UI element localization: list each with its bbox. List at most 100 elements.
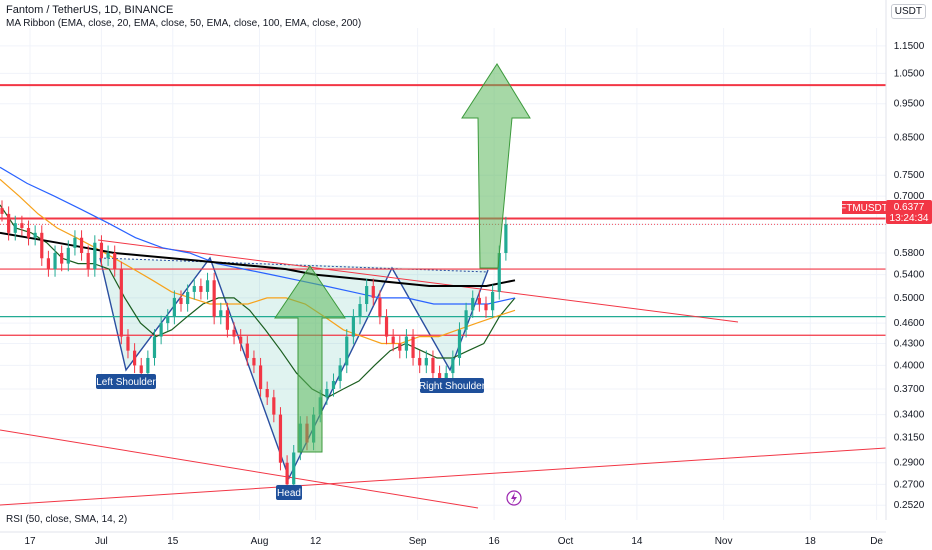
price-axis-labels: 1.1500 1.0500 0.9500 0.8500 0.7500 0.7000 0.58…	[894, 41, 925, 511]
time-tick-label: 14	[631, 536, 643, 547]
label-right-shoulder: Right Shoulder	[419, 378, 486, 393]
price-tick-label: 0.4300	[894, 339, 925, 350]
candle-body	[504, 224, 508, 253]
pattern-outline	[99, 256, 489, 480]
candle-body	[113, 252, 117, 270]
candle-body	[245, 343, 249, 358]
ema200-line	[0, 231, 516, 287]
lightning-icon[interactable]	[506, 490, 522, 506]
price-tick-label: 0.3700	[894, 384, 925, 395]
candle-body	[331, 380, 336, 390]
candle-body	[384, 316, 389, 337]
arrow-up-large	[461, 63, 531, 269]
candle-body	[139, 365, 143, 374]
price-tick-label: 0.5800	[894, 248, 925, 259]
candle-body	[66, 247, 70, 264]
svg-text:Right Shoulder: Right Shoulder	[419, 381, 486, 392]
time-tick-label: Sep	[409, 536, 427, 547]
candle-body	[424, 357, 428, 366]
candle-body	[212, 280, 216, 317]
price-tick-label: 0.5400	[894, 270, 925, 281]
candle-body	[345, 336, 349, 366]
candle-body	[338, 365, 342, 381]
ema100-line	[0, 166, 516, 305]
ema50-line	[0, 178, 516, 345]
candle-body	[404, 336, 409, 351]
price-tick-label: 1.1500	[894, 41, 925, 52]
price-tick-label: 0.5000	[894, 293, 925, 304]
inverse-head-shoulders-pattern	[99, 256, 489, 480]
price-badge: FTMUSDT 0.6377 13:24:34	[840, 200, 932, 224]
candle-body	[53, 252, 57, 270]
trend-line-upper	[97, 239, 739, 323]
candle-body	[292, 452, 296, 485]
time-tick-label: Oct	[558, 536, 574, 547]
candle-body	[46, 258, 51, 270]
candle-body	[471, 297, 475, 311]
candle-body	[497, 252, 501, 292]
candle-body	[457, 329, 462, 358]
candle-body	[20, 223, 24, 228]
label-left-shoulder: Left Shoulder	[96, 374, 156, 389]
candle-body	[60, 252, 64, 264]
candle-body	[444, 373, 448, 381]
price-tick-label: 1.0500	[894, 68, 925, 79]
candle-body	[398, 343, 402, 351]
candle-body	[192, 286, 196, 292]
price-badge-box	[886, 200, 932, 224]
arrow-up-small	[274, 265, 346, 453]
price-badge-countdown: 13:24:34	[890, 213, 929, 224]
candle-body	[391, 336, 395, 344]
candle-body	[13, 223, 17, 233]
price-tick-label: 0.2520	[894, 500, 925, 511]
candle-body	[239, 336, 243, 344]
pattern-fill	[100, 258, 488, 478]
candle-body	[358, 304, 362, 317]
candle-body	[179, 297, 183, 305]
time-tick-label: 16	[489, 536, 501, 547]
pattern-neckline	[99, 257, 489, 273]
ema20-line	[0, 204, 516, 398]
svg-text:Head: Head	[277, 488, 301, 499]
candle-body	[152, 336, 157, 358]
indicator-legend[interactable]: MA Ribbon (EMA, close, 20, EMA, close, 5…	[6, 18, 362, 29]
candle-body	[258, 365, 263, 390]
candle-body	[437, 373, 442, 381]
candle-body	[79, 237, 84, 253]
trend-line-ascending	[0, 447, 887, 506]
candle-body	[477, 297, 481, 305]
candle-body	[146, 357, 150, 374]
price-tick-label: 0.7000	[894, 191, 925, 202]
price-badge-price: 0.6377	[894, 202, 925, 213]
price-axis[interactable]: 1.1500 1.0500 0.9500 0.8500 0.7500 0.7000 0.58…	[885, 0, 932, 520]
rsi-legend[interactable]: RSI (50, close, SMA, 14, 2)	[6, 514, 128, 525]
candle-body	[464, 310, 468, 330]
candle-body	[265, 389, 269, 398]
price-tick-label: 0.4000	[894, 360, 925, 371]
price-tick-label: 0.3150	[894, 433, 925, 444]
time-tick-label: 18	[805, 536, 817, 547]
candle-body	[285, 462, 289, 485]
time-tick-label: 12	[310, 536, 322, 547]
chart-title: Fantom / TetherUS, 1D, BINANCE	[6, 4, 174, 16]
candle-body	[232, 329, 236, 337]
candle-body	[73, 237, 77, 248]
trend-line-descending	[0, 429, 479, 509]
grid	[0, 28, 886, 520]
candle-body	[378, 297, 382, 317]
time-tick-label: Jul	[95, 536, 108, 547]
candle-body	[219, 310, 223, 317]
candle-body	[126, 336, 130, 351]
svg-text:Left Shoulder: Left Shoulder	[96, 377, 156, 388]
price-tick-label: 0.7500	[894, 170, 925, 181]
currency-selector[interactable]: USDT	[890, 4, 926, 19]
candle-body	[159, 323, 163, 337]
candle-body	[365, 286, 369, 305]
candle-body	[86, 252, 90, 270]
price-badge-symbol: FTMUSDT	[840, 203, 888, 214]
target-arrows	[274, 63, 531, 453]
candle-body	[325, 389, 329, 398]
time-axis[interactable]: 17 Jul 15 Aug 12 Sep 16 Oct 14 Nov 18 De	[0, 531, 886, 547]
candle-body	[119, 269, 123, 337]
